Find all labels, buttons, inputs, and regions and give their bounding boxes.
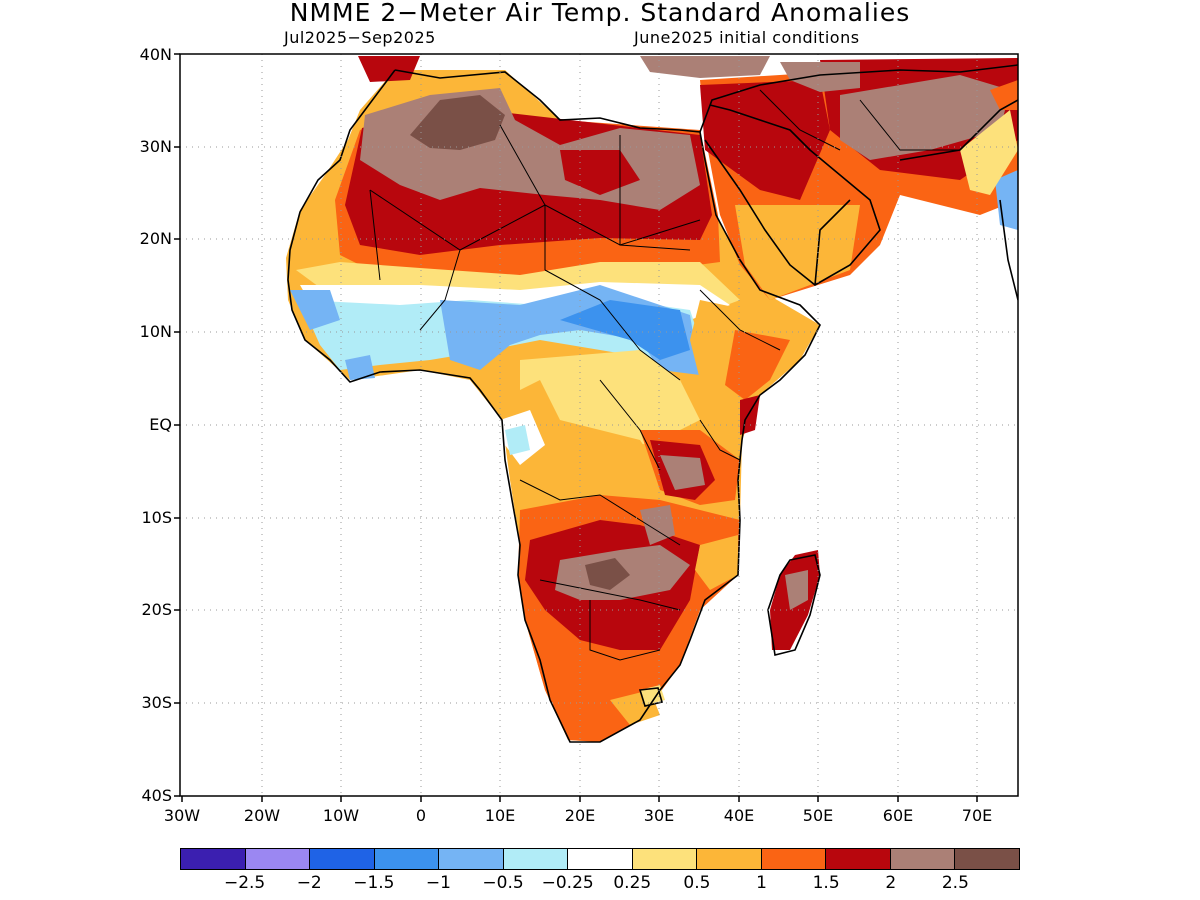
colorbar-swatch: [310, 849, 375, 869]
colorbar-label: 0.5: [683, 873, 711, 893]
lat-label: 20S: [141, 600, 172, 619]
lon-label: 70E: [961, 806, 993, 825]
colorbar-label: −0.25: [541, 873, 594, 893]
colorbar-swatch: [245, 849, 311, 869]
colorbar-label: 1.5: [812, 873, 840, 893]
lat-label: 20N: [139, 229, 172, 248]
map-title: NMME 2−Meter Air Temp. Standard Anomalie…: [289, 0, 911, 27]
colorbar-swatch: [503, 849, 569, 869]
colorbar-label: 2: [885, 873, 897, 893]
lon-label: 10W: [322, 806, 360, 825]
lon-label: 60E: [882, 806, 914, 825]
colorbar-label: 1: [756, 873, 767, 893]
lat-label: 40S: [141, 786, 172, 805]
colorbar-swatch: [568, 849, 633, 869]
lon-label: 30W: [163, 806, 201, 825]
lat-label: 10S: [141, 508, 172, 527]
lon-label: 20E: [564, 806, 596, 825]
gridlines: [180, 54, 1018, 796]
colorbar-swatch: [439, 849, 504, 869]
country-borders: [369, 89, 960, 661]
colorbar-label: 0.25: [613, 873, 652, 893]
colorbar-label: −2: [296, 873, 322, 893]
lon-label: 0: [415, 806, 427, 825]
colorbar-swatch: [632, 849, 698, 869]
lon-label: 50E: [802, 806, 834, 825]
coastlines: [287, 64, 1018, 743]
colorbar-swatch: [761, 849, 827, 869]
lon-label: 10E: [484, 806, 516, 825]
colorbar-label: −2.5: [223, 873, 266, 893]
lat-label: 40N: [139, 45, 172, 64]
lon-label: 40E: [723, 806, 755, 825]
valid-period: Jul2025−Sep2025: [284, 28, 436, 47]
colorbar-swatch: [890, 849, 956, 869]
initial-conditions: June2025 initial conditions: [634, 28, 860, 47]
colorbar-label: −1.5: [353, 873, 395, 893]
lon-label: 30E: [643, 806, 675, 825]
lon-label: 20W: [243, 806, 281, 825]
axis-ticks: [174, 53, 978, 802]
colorbar-label: −1: [425, 873, 451, 893]
lat-label: EQ: [149, 415, 172, 434]
colorbar-swatch: [955, 849, 1019, 869]
lat-label: 30S: [141, 693, 172, 712]
colorbar-swatch: [374, 849, 440, 869]
colorbar-swatch: [826, 849, 891, 869]
colorbar-swatch: [181, 849, 246, 869]
colorbar-swatch: [697, 849, 762, 869]
colorbar-label: −0.5: [482, 873, 524, 893]
colorbar: [180, 848, 1020, 870]
colorbar-label: 2.5: [941, 873, 969, 893]
lat-label: 30N: [139, 137, 172, 156]
lat-label: 10N: [139, 322, 172, 341]
